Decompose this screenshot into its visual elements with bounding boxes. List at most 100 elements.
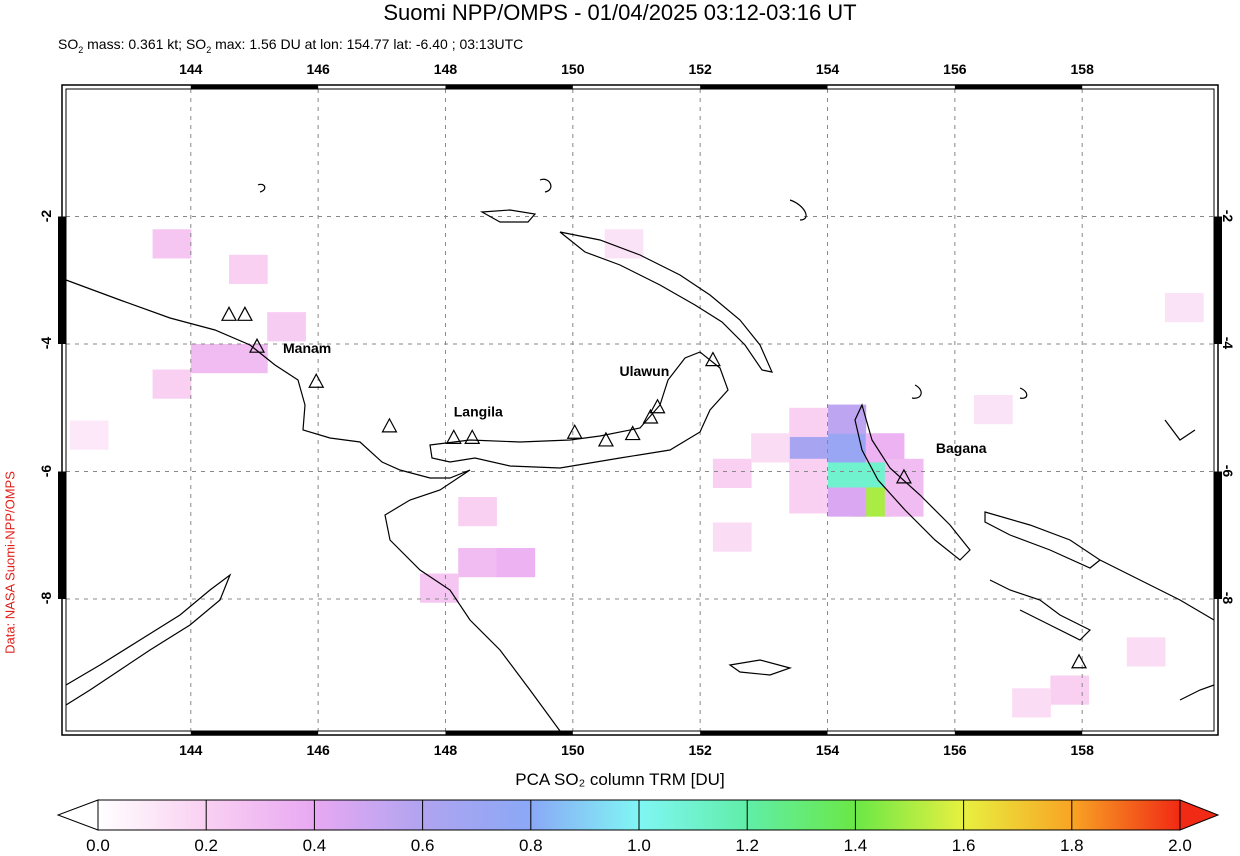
volcano-icon	[704, 351, 721, 367]
lon-tick-top: 152	[688, 61, 712, 77]
so2-cell	[712, 458, 752, 488]
so2-cell	[190, 344, 230, 374]
colorbar-tick-label: 0.6	[410, 836, 435, 855]
coastline-santa-isabel	[1099, 559, 1215, 621]
frame-bar-top	[445, 85, 573, 89]
lon-tick-top: 146	[306, 61, 330, 77]
so2-cell	[827, 487, 867, 517]
frame-bar-top	[190, 85, 319, 89]
lon-tick-top: 154	[815, 61, 840, 77]
so2-cell	[789, 458, 829, 488]
volcano-icon	[445, 429, 462, 444]
so2-cell	[789, 433, 829, 463]
so2-cell	[228, 254, 268, 284]
volcano-icon	[597, 431, 614, 447]
lon-tick-bottom: 152	[688, 742, 712, 758]
so2-cells	[69, 229, 1204, 718]
so2-summary: SO2 mass: 0.361 kt; SO2 max: 1.56 DU at …	[58, 36, 524, 55]
so2-cell	[420, 573, 459, 603]
volcano-label: Manam	[283, 340, 331, 356]
colorbar-tick-label: 1.2	[735, 836, 759, 855]
lon-tick-bottom: 156	[943, 742, 967, 758]
coastline-bougainville	[854, 403, 971, 561]
colorbar-tick-label: 1.4	[843, 836, 868, 855]
colorbar-tick-label: 0.8	[518, 836, 543, 855]
volcano-label: Langila	[454, 403, 503, 419]
so2-mass: mass: 0.361 kt; SO	[87, 36, 207, 52]
lon-tick-bottom: 146	[306, 742, 330, 758]
coastline-new-guinea	[65, 279, 561, 732]
colorbar-title: PCA SO₂ column TRM [DU]	[515, 770, 725, 789]
coastline-guadalcanal	[1179, 684, 1215, 701]
colorbar-tick-label: 0.0	[86, 836, 110, 855]
colorbar-tick-label: 1.0	[627, 836, 651, 855]
lon-tick-top: 148	[433, 61, 458, 77]
so2-cell	[789, 407, 829, 437]
map-frame-outer	[61, 84, 1219, 736]
so2-cell	[1164, 293, 1204, 323]
frame-bars	[58, 85, 1222, 735]
so2-cell	[973, 395, 1013, 425]
so2-cell	[827, 433, 867, 463]
volcano-icon	[642, 408, 659, 424]
lat-tick-right: -8	[1220, 591, 1236, 605]
so2-cell	[458, 548, 497, 578]
coastline-new-ireland	[559, 231, 774, 373]
frame-bar-top	[700, 85, 828, 89]
so2-cell	[228, 344, 268, 374]
lon-tick-top: 144	[179, 61, 203, 77]
so2-cell	[884, 458, 924, 488]
lon-tick-bottom: 158	[1070, 742, 1094, 758]
so2-cell	[267, 312, 306, 342]
so2-max: max: 1.56 DU at lon: 154.77 lat: -6.40 ;…	[215, 36, 524, 52]
map-frame-inner	[65, 88, 1215, 732]
so2-cell	[152, 369, 192, 399]
volcano-markers: Manam Langila Ulawun Bagana	[220, 306, 1088, 669]
volcano-label: Bagana	[936, 440, 987, 456]
lon-tick-top: 150	[561, 61, 585, 77]
volcano-icon	[649, 398, 666, 414]
coastline-woodlark	[728, 659, 793, 676]
volcano-icon	[895, 468, 912, 484]
so2-cell	[496, 548, 536, 578]
volcano-icon	[220, 306, 238, 321]
frame-bar-right	[1214, 471, 1222, 600]
so2-cell	[152, 229, 192, 259]
frame-bar-bottom	[700, 731, 828, 735]
colorbar-min-arrow	[56, 799, 99, 831]
coastline-new-britain	[429, 351, 729, 469]
colorbar-tick-label: 2.0	[1168, 836, 1192, 855]
volcano-icon	[381, 417, 398, 433]
coastline-islands	[257, 178, 1196, 441]
volcano-icon	[249, 337, 266, 353]
volcano-label: Ulawun	[620, 363, 670, 379]
frame-bar-top	[954, 85, 1083, 89]
map-title: Suomi NPP/OMPS - 01/04/2025 03:12-03:16 …	[383, 0, 857, 25]
frame-bar-left	[58, 216, 66, 345]
lat-tick-right: -6	[1220, 464, 1236, 477]
frame-bar-bottom	[190, 731, 319, 735]
frame-bar-right	[1214, 216, 1222, 345]
colorbar	[56, 799, 1220, 831]
colorbar-tick-label: 0.4	[302, 836, 327, 855]
so2-cell	[1126, 637, 1166, 667]
colorbar-tick-label: 1.6	[951, 836, 976, 855]
colorbar-tick-label: 1.8	[1059, 836, 1084, 855]
so2-label: SO	[58, 36, 79, 52]
frame-bar-bottom	[445, 731, 573, 735]
lon-tick-top: 158	[1070, 61, 1094, 77]
lon-tick-bottom: 150	[561, 742, 585, 758]
volcano-icon	[566, 424, 583, 439]
lat-tick-right: -4	[1220, 336, 1236, 350]
lat-tick-right: -2	[1220, 209, 1236, 222]
so2-cell	[712, 522, 752, 552]
coastline-new-georgia	[989, 579, 1092, 641]
lat-tick-left: -6	[38, 464, 54, 477]
colorbar-tick-label: 0.2	[194, 836, 218, 855]
coastline-papua-south	[65, 573, 232, 706]
colorbar-max-arrow	[1179, 799, 1220, 831]
lon-tick-bottom: 148	[433, 742, 458, 758]
lon-tick-bottom: 144	[179, 742, 203, 758]
so2-cell	[1050, 675, 1090, 705]
